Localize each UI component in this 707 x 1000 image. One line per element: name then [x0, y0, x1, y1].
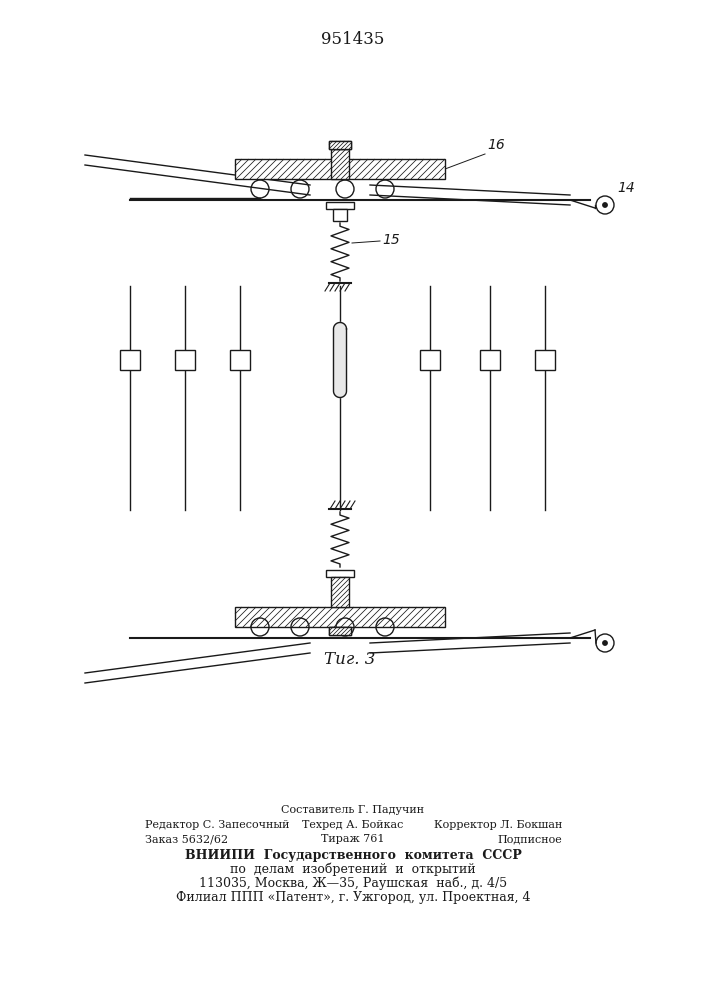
Text: 15: 15	[382, 233, 399, 247]
Text: 14: 14	[617, 181, 635, 195]
Bar	[333, 209, 347, 221]
Text: Филиал ППП «Патент», г. Ужгород, ул. Проектная, 4: Филиал ППП «Патент», г. Ужгород, ул. Про…	[176, 890, 530, 904]
Bar	[326, 570, 354, 577]
Text: ВНИИПИ  Государственного  комитета  СССР: ВНИИПИ Государственного комитета СССР	[185, 848, 522, 861]
Bar	[331, 149, 349, 179]
Text: 16: 16	[487, 138, 505, 152]
Circle shape	[603, 641, 607, 645]
Text: Заказ 5632/62: Заказ 5632/62	[145, 834, 228, 844]
Bar	[235, 159, 445, 179]
Bar	[329, 141, 351, 149]
Bar	[331, 577, 349, 607]
Text: 951435: 951435	[321, 31, 385, 48]
Bar	[326, 202, 354, 209]
Text: Τиг. 3: Τиг. 3	[325, 652, 375, 668]
Bar	[120, 350, 140, 370]
Bar	[329, 141, 351, 149]
Text: Составитель Г. Падучин: Составитель Г. Падучин	[281, 805, 425, 815]
Text: 113035, Москва, Ж—35, Раушская  наб., д. 4/5: 113035, Москва, Ж—35, Раушская наб., д. …	[199, 876, 507, 890]
Bar	[420, 350, 440, 370]
Text: Корректор Л. Бокшан: Корректор Л. Бокшан	[433, 820, 562, 830]
Text: Тираж 761: Тираж 761	[321, 834, 385, 844]
Bar	[329, 627, 351, 635]
Bar	[230, 350, 250, 370]
Text: Техред А. Бойкас: Техред А. Бойкас	[303, 820, 404, 830]
Bar	[535, 350, 555, 370]
Bar	[329, 627, 351, 635]
Text: по  делам  изобретений  и  открытий: по делам изобретений и открытий	[230, 862, 476, 876]
Bar	[235, 607, 445, 627]
Text: Редактор С. Запесочный: Редактор С. Запесочный	[145, 820, 289, 830]
Polygon shape	[334, 323, 346, 397]
Text: Подписное: Подписное	[497, 834, 562, 844]
Circle shape	[603, 203, 607, 207]
Bar	[175, 350, 195, 370]
Bar	[480, 350, 500, 370]
